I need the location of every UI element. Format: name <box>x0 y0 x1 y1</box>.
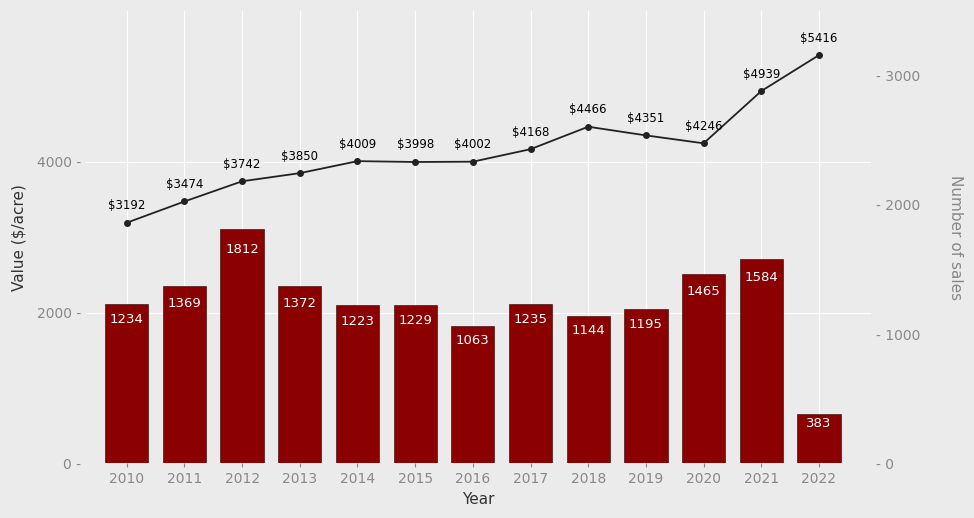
X-axis label: Year: Year <box>463 492 495 507</box>
Bar <box>393 305 436 463</box>
Text: 1195: 1195 <box>629 318 663 331</box>
Text: 1465: 1465 <box>687 285 721 298</box>
Text: $3474: $3474 <box>166 178 204 191</box>
Text: 1812: 1812 <box>225 243 259 256</box>
Bar <box>220 229 264 463</box>
Bar <box>279 286 321 463</box>
Bar <box>508 304 552 463</box>
Bar <box>567 315 610 463</box>
Bar <box>682 274 726 463</box>
Text: $4009: $4009 <box>339 138 376 151</box>
Bar <box>624 309 667 463</box>
Text: $3192: $3192 <box>108 199 145 212</box>
Text: 383: 383 <box>806 417 832 430</box>
Text: $5416: $5416 <box>801 32 838 45</box>
Bar <box>739 258 783 463</box>
Text: 1235: 1235 <box>513 313 547 326</box>
Text: 1234: 1234 <box>110 313 143 326</box>
Text: $3742: $3742 <box>223 158 261 171</box>
Y-axis label: Number of sales: Number of sales <box>948 175 963 300</box>
Text: $4351: $4351 <box>627 112 664 125</box>
Bar <box>105 304 148 463</box>
Text: $4168: $4168 <box>511 126 549 139</box>
Text: 1063: 1063 <box>456 334 490 347</box>
Text: 1369: 1369 <box>168 297 202 310</box>
Text: 1584: 1584 <box>744 271 778 284</box>
Bar <box>451 326 495 463</box>
Text: $3850: $3850 <box>281 150 318 163</box>
Bar <box>798 414 841 463</box>
Text: 1144: 1144 <box>572 324 605 337</box>
Y-axis label: Value ($/acre): Value ($/acre) <box>11 184 26 291</box>
Text: $4246: $4246 <box>685 120 723 133</box>
Text: 1223: 1223 <box>341 315 374 328</box>
Text: $4466: $4466 <box>570 103 607 116</box>
Bar <box>163 286 206 463</box>
Text: 1229: 1229 <box>398 314 432 327</box>
Text: $4002: $4002 <box>454 138 492 151</box>
Text: $3998: $3998 <box>396 138 433 151</box>
Text: $4939: $4939 <box>742 67 780 80</box>
Text: 1372: 1372 <box>282 297 317 310</box>
Bar <box>336 305 379 463</box>
